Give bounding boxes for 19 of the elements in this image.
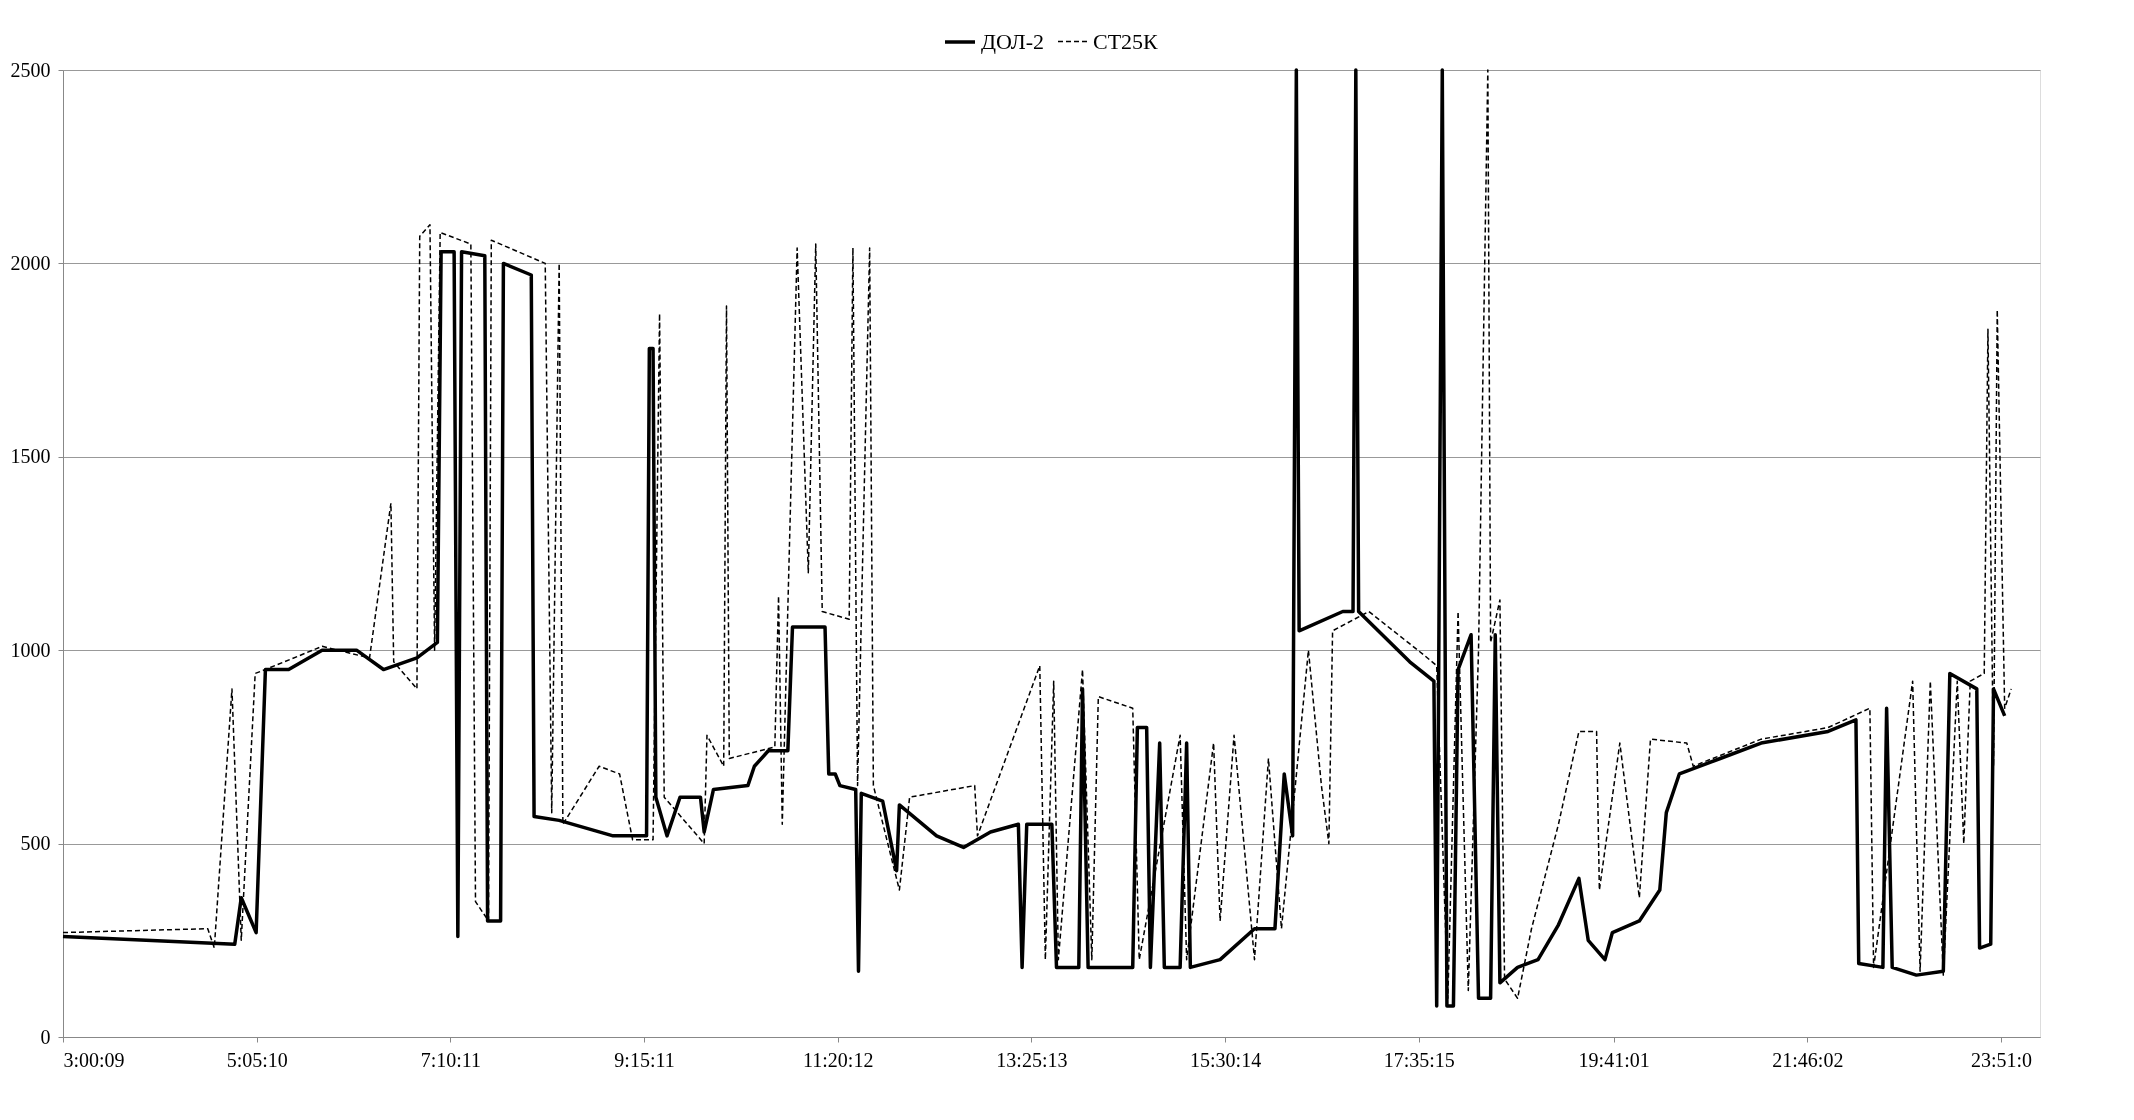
y-tick-label: 1000 [10, 638, 51, 661]
y-tick-label: 500 [20, 832, 51, 855]
x-tick-label: 19:41:01 [1578, 1048, 1650, 1071]
legend-label: СТ25К [1093, 28, 1159, 54]
legend-label: ДОЛ-2 [981, 29, 1045, 54]
x-tick-label: 3:00:09 [63, 1048, 125, 1071]
x-tick-label: 21:46:02 [1772, 1048, 1844, 1071]
x-tick-label: 23:51:0 [1970, 1048, 2033, 1071]
x-tick-label: 15:30:14 [1190, 1048, 1262, 1071]
x-tick-label: 5:05:10 [226, 1048, 288, 1071]
x-tick-label: 9:15:11 [614, 1048, 675, 1071]
y-tick-label: 1500 [10, 445, 51, 468]
x-tick-label: 17:35:15 [1383, 1048, 1455, 1071]
y-tick-label: 2000 [10, 251, 51, 274]
y-tick-label: 2500 [10, 58, 51, 81]
x-tick-label: 11:20:12 [803, 1048, 874, 1071]
x-tick-label: 7:10:11 [420, 1048, 482, 1071]
y-tick-label: 0 [40, 1025, 51, 1048]
x-tick-label: 13:25:13 [996, 1048, 1068, 1071]
